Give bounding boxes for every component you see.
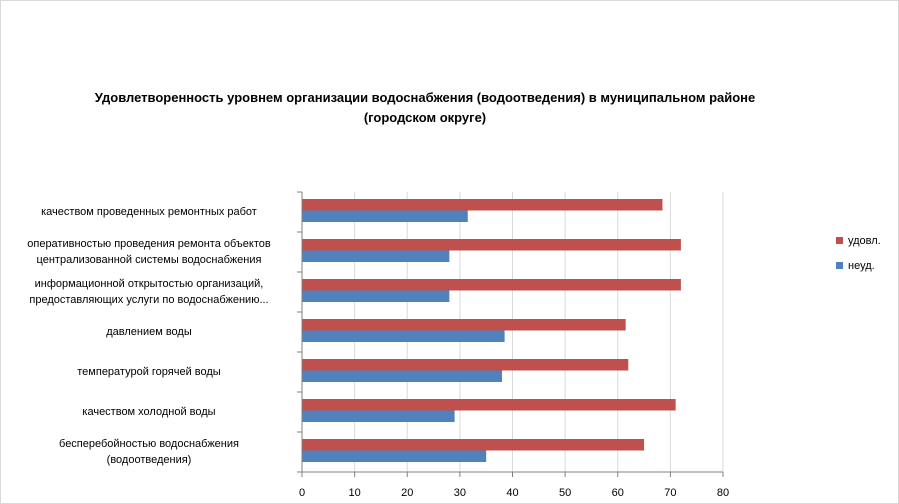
- category-label-2: информационной открытостью организаций, п…: [8, 276, 290, 308]
- bar-neud-1: [302, 250, 450, 262]
- chart-title: Удовлетворенность уровнем организации во…: [80, 88, 770, 128]
- x-tick-label-5: 50: [559, 487, 572, 499]
- bar-neud-2: [302, 290, 450, 302]
- bar-neud-0: [302, 210, 468, 222]
- bar-udovl-5: [302, 399, 676, 411]
- category-label-3: давлением воды: [8, 324, 290, 340]
- category-label-3-line-0: давлением воды: [106, 326, 192, 338]
- x-tick-label-0: 0: [298, 487, 306, 499]
- bar-udovl-2: [302, 279, 681, 291]
- category-label-5: качеством холодной воды: [8, 404, 290, 420]
- category-label-2-line-0: информационной открытостью организаций,: [34, 278, 264, 290]
- chart-title-line-2: (городском округе): [363, 110, 487, 125]
- legend: удовл. неуд.: [836, 234, 881, 284]
- category-label-6-line-0: бесперебойностью водоснабжения: [59, 438, 239, 450]
- legend-label-udovl: удовл.: [848, 234, 881, 247]
- legend-label-neud: неуд.: [848, 259, 875, 272]
- category-label-4-line-0: температурой горячей воды: [77, 366, 221, 378]
- x-tick-label-3: 30: [453, 487, 466, 499]
- legend-item-udovl: удовл.: [836, 234, 881, 247]
- bar-neud-6: [302, 450, 487, 462]
- x-tick-label-8: 80: [716, 487, 730, 499]
- legend-swatch-udovl: [836, 237, 843, 244]
- legend-item-neud: неуд.: [836, 259, 881, 272]
- category-label-0: качеством проведенных ремонтных работ: [8, 204, 290, 220]
- category-label-0-line-0: качеством проведенных ремонтных работ: [41, 206, 257, 218]
- x-tick-label-7: 70: [664, 487, 677, 499]
- bar-udovl-4: [302, 359, 629, 371]
- bar-udovl-6: [302, 439, 645, 451]
- bar-neud-5: [302, 410, 455, 422]
- chart-title-line-1: Удовлетворенность уровнем организации во…: [94, 90, 756, 105]
- category-label-1-line-1: централизованной системы водоснабжения: [36, 254, 262, 266]
- bar-udovl-0: [302, 199, 663, 211]
- legend-swatch-neud: [836, 262, 843, 269]
- category-label-1-line-0: оперативностью проведения ремонта объект…: [27, 238, 271, 250]
- category-label-6: бесперебойностью водоснабжения (водоотвед…: [8, 436, 290, 468]
- category-label-6-line-1: (водоотведения): [106, 454, 192, 466]
- bar-udovl-3: [302, 319, 626, 331]
- x-tick-label-1: 10: [348, 487, 361, 499]
- category-label-4: температурой горячей воды: [8, 364, 290, 380]
- bar-udovl-1: [302, 239, 681, 251]
- x-tick-label-4: 40: [506, 487, 519, 499]
- x-tick-label-6: 60: [611, 487, 624, 499]
- bar-neud-3: [302, 330, 505, 342]
- bar-neud-4: [302, 370, 502, 382]
- category-label-1: оперативностью проведения ремонта объект…: [8, 236, 290, 268]
- x-tick-label-2: 20: [401, 487, 414, 499]
- category-label-2-line-1: предоставляющих услуги по водоснабжению.…: [29, 294, 269, 306]
- category-label-5-line-0: качеством холодной воды: [82, 406, 216, 418]
